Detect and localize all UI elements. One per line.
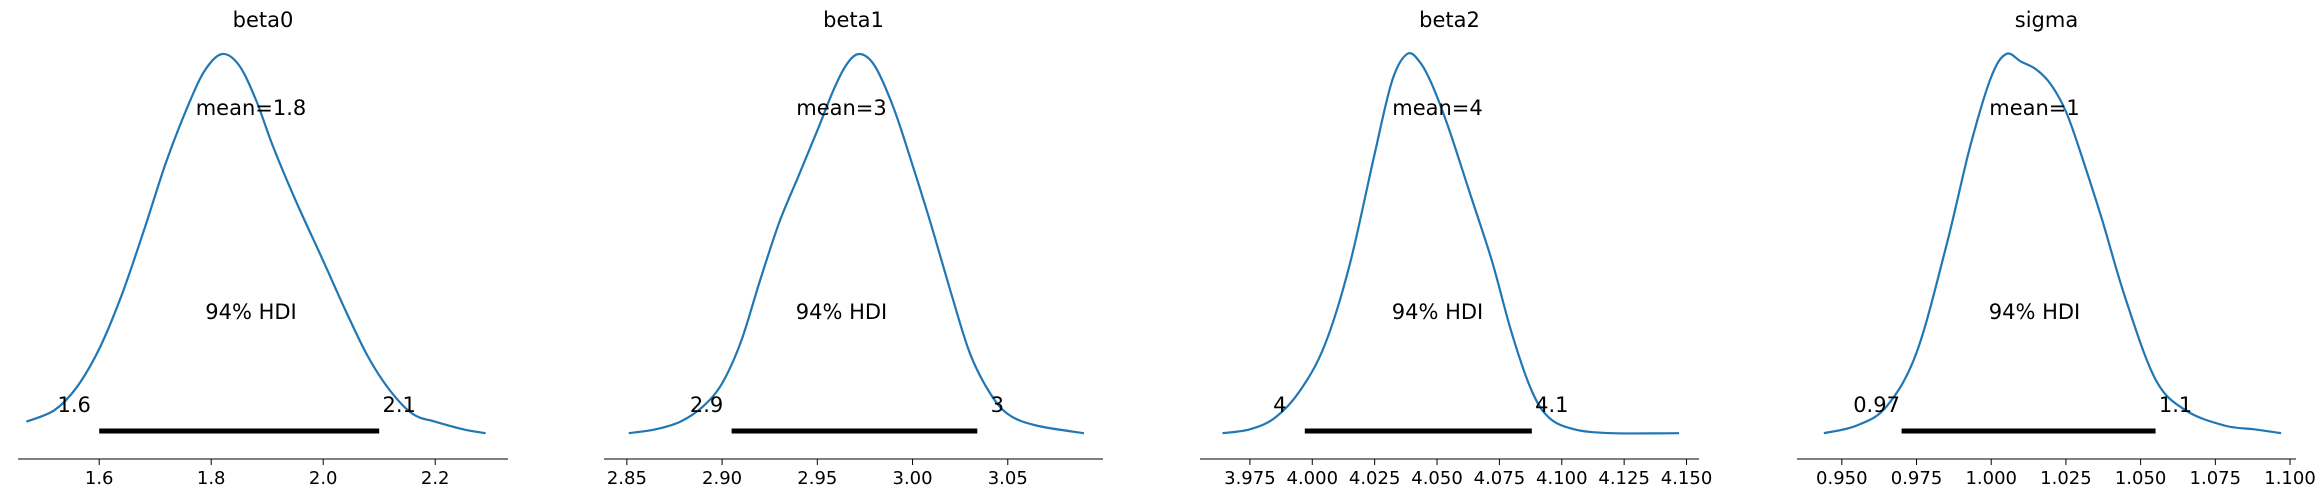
hdi-lower-label: 1.6 — [57, 393, 90, 417]
x-tick-label: 3.975 — [1224, 468, 1276, 489]
x-tick-label: 1.025 — [2040, 468, 2092, 489]
panel-title: beta0 — [233, 8, 294, 32]
hdi-upper-label: 1.1 — [2159, 393, 2192, 417]
x-tick-label: 2.2 — [421, 468, 450, 489]
mean-label: mean=1.8 — [196, 96, 307, 120]
panel-beta2: beta2 mean=4 94% HDI 4 4.1 3.975 4.000 4.025 4.0… — [1200, 8, 1712, 489]
x-tick-label: 3.00 — [893, 468, 933, 489]
x-tick-label: 4.075 — [1474, 468, 1526, 489]
mean-label: mean=1 — [1989, 96, 2080, 120]
hdi-label: 94% HDI — [205, 300, 297, 324]
x-tick-label: 2.85 — [607, 468, 647, 489]
panel-title: sigma — [2015, 8, 2078, 32]
x-tick-label: 2.0 — [309, 468, 338, 489]
hdi-lower-label: 2.9 — [690, 393, 723, 417]
hdi-label: 94% HDI — [1392, 300, 1484, 324]
hdi-upper-label: 4.1 — [1535, 393, 1568, 417]
x-tick-label: 4.100 — [1536, 468, 1588, 489]
density-curve — [1823, 52, 2282, 435]
x-tick-label: 4.000 — [1287, 468, 1339, 489]
x-tick-label: 3.05 — [988, 468, 1028, 489]
hdi-lower-label: 4 — [1273, 393, 1286, 417]
x-tick-label: 1.000 — [1965, 468, 2017, 489]
x-tick-label: 0.975 — [1891, 468, 1943, 489]
panel-beta1: beta1 mean=3 94% HDI 2.9 3 2.85 2.90 2.95 3.00 3.… — [604, 8, 1103, 489]
x-tick-label: 1.100 — [2264, 468, 2316, 489]
x-tick-label: 4.025 — [1349, 468, 1401, 489]
panel-title: beta2 — [1419, 8, 1480, 32]
x-tick-label: 1.075 — [2190, 468, 2242, 489]
density-curve — [1222, 52, 1680, 435]
hdi-label: 94% HDI — [796, 300, 888, 324]
panel-title: beta1 — [823, 8, 884, 32]
x-tick-label: 1.050 — [2115, 468, 2167, 489]
hdi-lower-label: 0.97 — [1853, 393, 1900, 417]
hdi-label: 94% HDI — [1989, 300, 2081, 324]
panel-sigma: sigma mean=1 94% HDI 0.97 1.1 0.950 0.975 1.000… — [1797, 8, 2316, 489]
mean-label: mean=3 — [796, 96, 887, 120]
density-curve — [25, 52, 486, 435]
hdi-upper-label: 3 — [991, 393, 1004, 417]
mean-label: mean=4 — [1392, 96, 1483, 120]
x-tick-label: 4.050 — [1411, 468, 1463, 489]
x-tick-label: 1.6 — [85, 468, 114, 489]
x-tick-label: 4.125 — [1598, 468, 1650, 489]
density-curve — [628, 52, 1085, 435]
panel-beta0: beta0 mean=1.8 94% HDI 1.6 2.1 1.6 1.8 2.0 2.2 — [18, 8, 508, 489]
x-tick-label: 0.950 — [1816, 468, 1868, 489]
hdi-upper-label: 2.1 — [382, 393, 415, 417]
x-tick-label: 2.90 — [702, 468, 742, 489]
x-tick-label: 4.150 — [1661, 468, 1713, 489]
x-tick-label: 1.8 — [197, 468, 226, 489]
x-tick-label: 2.95 — [797, 468, 837, 489]
